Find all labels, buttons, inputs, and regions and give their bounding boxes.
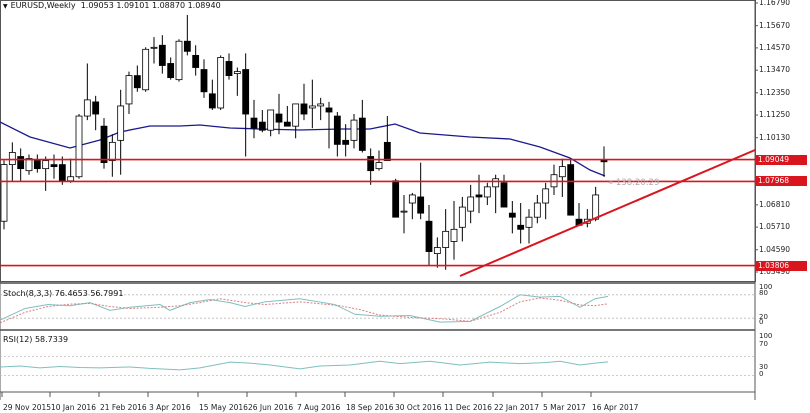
price-label: 1.06810: [759, 199, 791, 209]
axis-ticks: [1, 2, 758, 397]
bar-countdown: « 138:20:29: [608, 178, 660, 188]
date-label: 18 Sep 2016: [346, 403, 394, 412]
price-label: 1.11250: [759, 110, 791, 120]
date-label: 21 Feb 2016: [100, 403, 147, 412]
indicator-axis-label: 70: [759, 340, 768, 348]
candlesticks: [0, 14, 608, 270]
date-label: 29 Nov 2015: [3, 403, 52, 412]
price-label: 1.15670: [759, 20, 791, 30]
date-label: 11 Dec 2016: [444, 403, 492, 412]
date-label: 22 Jan 2017: [494, 403, 539, 412]
collapse-triangle-icon[interactable]: ▼: [3, 3, 8, 10]
indicator-axis-label: 100: [759, 283, 773, 291]
moving-average-line: [0, 121, 606, 177]
rsi-label: RSI(12) 58.7339: [3, 335, 69, 344]
price-label: 1.16790: [759, 0, 791, 7]
symbol-label: EURUSD,Weekly: [10, 1, 76, 10]
indicator-axis-label: 20: [759, 313, 768, 321]
date-label: 10 Jan 2016: [51, 403, 96, 412]
price-tag: 1.03806: [755, 260, 807, 271]
price-label: 1.03490: [759, 267, 791, 276]
rsi-indicator: [0, 355, 755, 377]
symbol-header: ▼ EURUSD,Weekly 1.09053 1.09101 1.08870 1…: [3, 1, 221, 10]
price-label: 1.05710: [759, 222, 791, 232]
stoch-label: Stoch(8,3,3) 76.4653 56.7991: [3, 289, 124, 298]
indicator-axis-label: 30: [759, 363, 768, 371]
stochastic-oscillator: [0, 294, 755, 324]
price-label: 1.14570: [759, 42, 791, 52]
price-label: 1.13470: [759, 65, 791, 75]
horizontal-levels[interactable]: [0, 158, 755, 267]
price-tag: 1.07968: [755, 176, 807, 187]
date-label: 3 Apr 2016: [149, 403, 191, 412]
price-tag: 1.09049: [755, 154, 807, 165]
price-label: 1.04590: [759, 244, 791, 254]
indicator-axis-label: 80: [759, 289, 768, 297]
date-label: 5 Mar 2017: [543, 403, 586, 412]
date-label: 7 Aug 2016: [297, 403, 341, 412]
price-label: 1.12350: [759, 87, 791, 97]
indicator-axis-label: 0: [759, 370, 764, 378]
date-label: 26 Jun 2016: [248, 403, 294, 412]
trendline[interactable]: [459, 149, 756, 277]
date-label: 16 Apr 2017: [592, 403, 639, 412]
date-label: 15 May 2016: [199, 403, 248, 412]
indicator-axis-label: 0: [759, 318, 764, 326]
price-label: 1.10130: [759, 132, 791, 142]
chart-frames: [0, 0, 756, 400]
ohlc-values: 1.09053 1.09101 1.08870 1.08940: [80, 1, 221, 10]
indicator-axis-label: 100: [759, 332, 773, 340]
date-label: 30 Oct 2016: [395, 403, 442, 412]
